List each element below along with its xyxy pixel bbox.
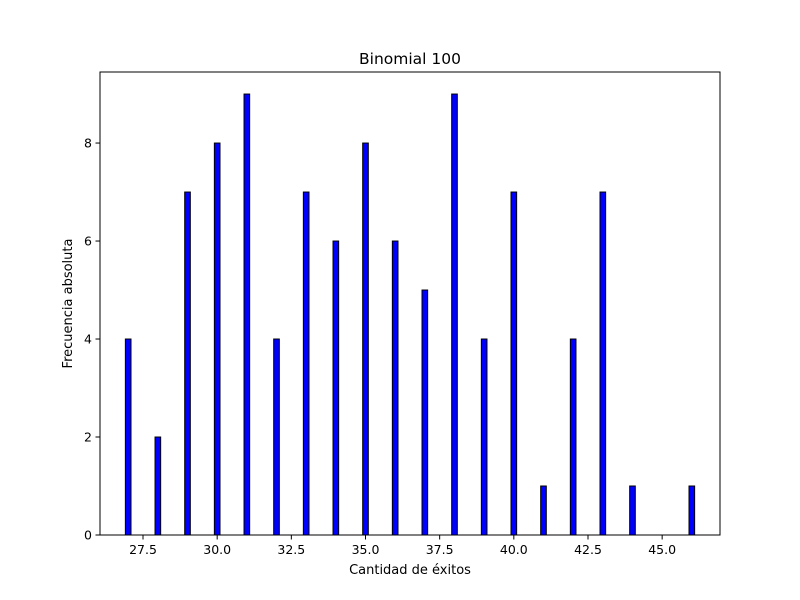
bars-group bbox=[124, 93, 696, 536]
y-tick-label: 0 bbox=[84, 528, 92, 543]
y-axis-label: Frecuencia absoluta bbox=[61, 239, 76, 369]
y-tick-label: 2 bbox=[84, 430, 92, 445]
x-tick-label: 37.5 bbox=[426, 542, 454, 557]
bar-36 bbox=[391, 240, 399, 536]
bar-31 bbox=[243, 93, 251, 536]
y-axis-ticks: 0 2 4 6 8 bbox=[84, 136, 100, 543]
y-tick-label: 6 bbox=[84, 234, 92, 249]
bar-46 bbox=[688, 485, 696, 536]
y-tick-label: 8 bbox=[84, 136, 92, 151]
bar-32 bbox=[273, 338, 280, 536]
x-tick-label: 32.5 bbox=[277, 542, 305, 557]
plot-frame bbox=[99, 71, 721, 536]
bar-44 bbox=[629, 485, 636, 536]
chart-title: Binomial 100 bbox=[359, 50, 461, 68]
bar-42 bbox=[569, 338, 577, 536]
x-axis-ticks: 27.5 30.0 32.5 35.0 37.5 40.0 42.5 45.0 bbox=[129, 535, 676, 557]
bar-29 bbox=[184, 191, 191, 536]
x-tick-label: 40.0 bbox=[500, 542, 528, 557]
x-tick-label: 45.0 bbox=[648, 542, 676, 557]
x-tick-label: 35.0 bbox=[352, 542, 380, 557]
bar-28 bbox=[154, 436, 162, 536]
bar-40 bbox=[510, 191, 518, 536]
bar-27 bbox=[124, 338, 132, 536]
bar-33 bbox=[302, 191, 310, 536]
y-tick-label: 4 bbox=[84, 332, 92, 347]
x-tick-label: 42.5 bbox=[574, 542, 602, 557]
bar-38 bbox=[451, 93, 458, 536]
bar-43 bbox=[599, 191, 607, 536]
x-tick-label: 30.0 bbox=[203, 542, 231, 557]
bar-35 bbox=[362, 142, 369, 536]
bar-34 bbox=[332, 240, 340, 536]
bar-37 bbox=[421, 289, 429, 536]
x-tick-label: 27.5 bbox=[129, 542, 157, 557]
bar-41 bbox=[540, 485, 547, 536]
bar-39 bbox=[480, 338, 488, 536]
x-axis-label: Cantidad de éxitos bbox=[349, 563, 471, 578]
bar-30 bbox=[213, 142, 221, 536]
